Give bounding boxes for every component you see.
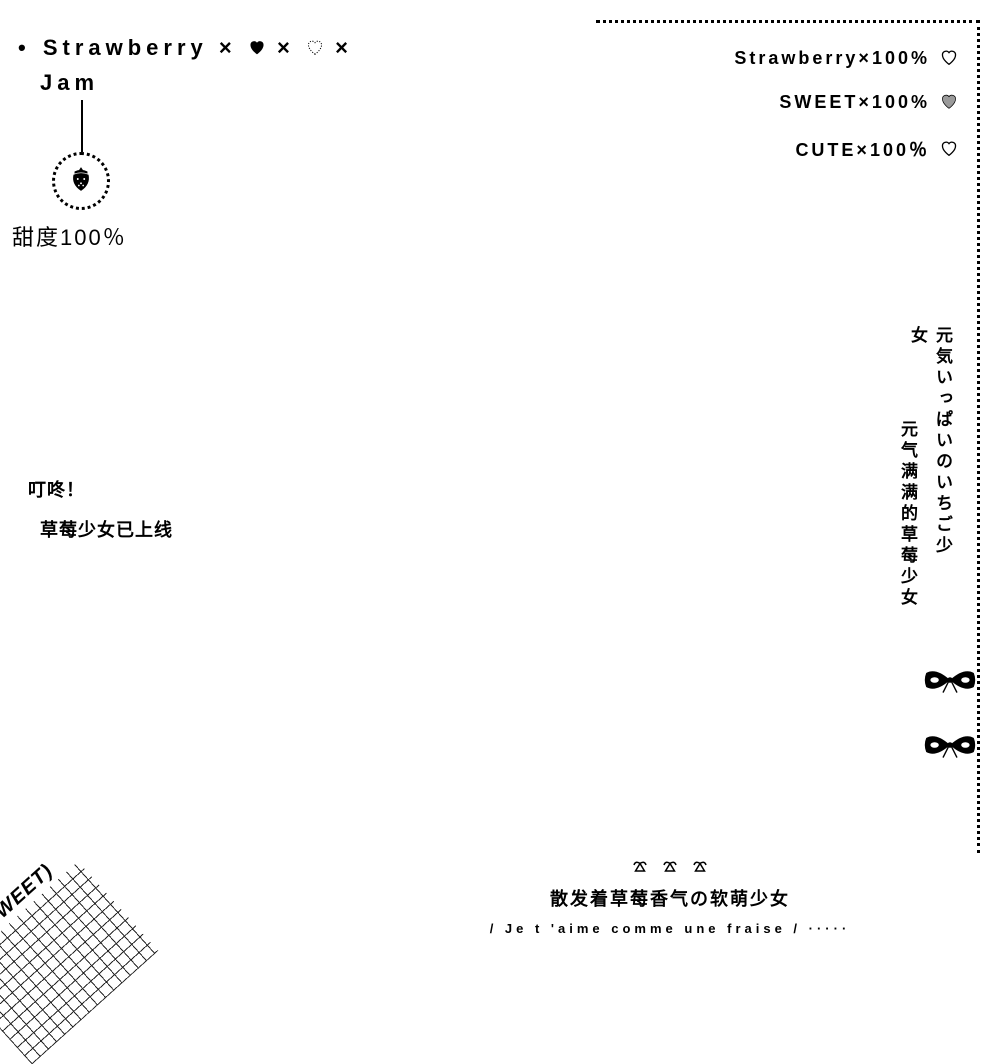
bottom-hearts-icon <box>490 860 851 879</box>
sep-x-3: × <box>335 35 353 60</box>
sweetness-label: 甜度100％ <box>12 220 127 252</box>
strawberry-badge <box>52 152 110 210</box>
bottom-title: 散发着草莓香气の软萌少女 <box>490 885 851 911</box>
stat-row-cute: CUTE×100％ <box>734 136 958 162</box>
sep-x-2: × <box>277 35 295 60</box>
sep-x-1: × <box>219 35 237 60</box>
stats-list: Strawberry×100% SWEET×100% CUTE×100％ <box>734 48 958 184</box>
title-word1: Strawberry <box>43 35 208 60</box>
heart-outline-icon <box>940 49 958 70</box>
title-line1: • Strawberry × × × <box>18 30 353 65</box>
stat-row-strawberry: Strawberry×100% <box>734 48 958 70</box>
connector-line <box>81 100 83 152</box>
bottom-subtitle: / Je t 'aime comme une fraise / ····· <box>490 921 851 936</box>
vertical-text-cn: 元气满满的草莓少女 <box>895 420 920 630</box>
stat-label: CUTE×100％ <box>795 140 930 160</box>
notice-block: 叮咚！ 草莓少女已上线 <box>28 476 173 542</box>
heart-gray-icon <box>940 93 958 114</box>
stat-label: Strawberry×100% <box>734 48 930 68</box>
notice-line2: 草莓少女已上线 <box>40 516 173 542</box>
stat-label: SWEET×100% <box>779 92 930 112</box>
title-strawberry-jam: • Strawberry × × × Jam <box>18 30 353 100</box>
bow-icon <box>922 730 978 765</box>
notice-line1: 叮咚！ <box>28 476 173 502</box>
stat-row-sweet: SWEET×100% <box>734 92 958 114</box>
heart-filled-icon <box>248 30 266 65</box>
bottom-block: 散发着草莓香气の软萌少女 / Je t 'aime comme une frai… <box>0 860 960 938</box>
strawberry-icon <box>68 165 94 198</box>
bullet-icon: • <box>18 35 26 60</box>
heart-dotted-icon <box>306 30 324 65</box>
dotted-border-top <box>596 20 980 23</box>
title-line2: Jam <box>40 65 353 100</box>
dotted-border-right <box>977 20 980 853</box>
heart-outline-icon <box>940 140 958 161</box>
bow-icon <box>922 665 978 700</box>
